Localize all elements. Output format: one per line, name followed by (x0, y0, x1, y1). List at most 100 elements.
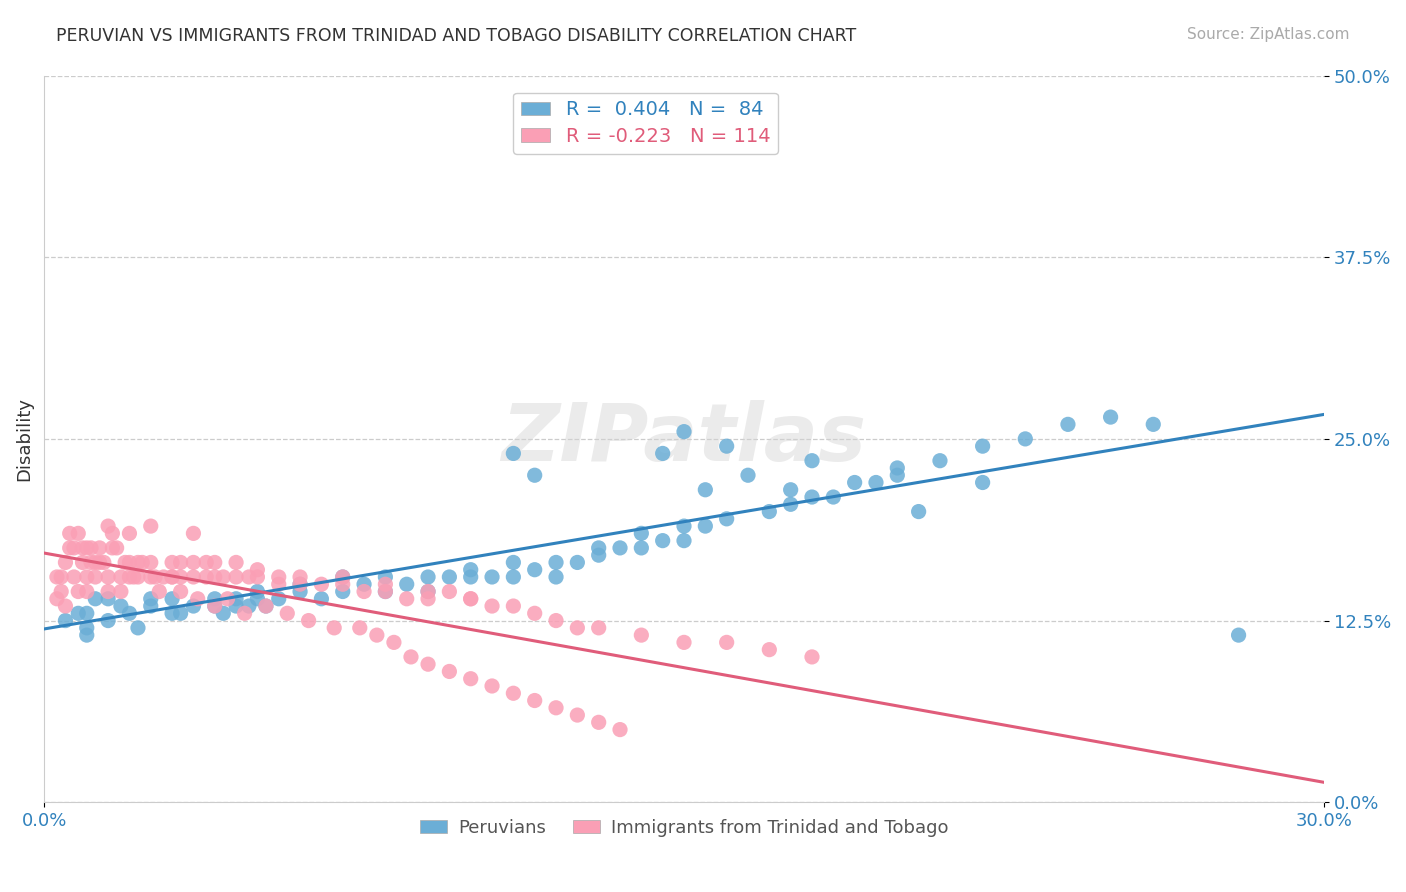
Point (76, 541, 98, 555)
Point (110, 570, 132, 584)
Point (97, 614, 120, 628)
Point (523, 563, 546, 577)
Point (139, 519, 162, 533)
Point (523, 607, 546, 621)
Point (630, 526, 652, 541)
Point (544, 570, 567, 584)
Point (311, 577, 333, 591)
Point (72, 556, 94, 570)
Point (523, 693, 546, 707)
Legend: Peruvians, Immigrants from Trinidad and Tobago: Peruvians, Immigrants from Trinidad and … (412, 812, 955, 844)
Point (45, 591, 67, 606)
Point (246, 570, 269, 584)
Point (502, 599, 524, 613)
Point (695, 483, 717, 497)
Point (225, 599, 247, 613)
Point (588, 541, 610, 555)
Point (127, 570, 149, 584)
Point (779, 483, 801, 497)
Point (169, 556, 191, 570)
Point (311, 591, 333, 606)
Point (481, 599, 503, 613)
Point (204, 599, 226, 613)
Point (695, 519, 717, 533)
Point (801, 490, 824, 504)
Point (148, 584, 170, 599)
Point (51, 584, 73, 599)
Point (225, 570, 247, 584)
Point (183, 526, 205, 541)
Point (672, 519, 695, 533)
Point (169, 570, 191, 584)
Point (97, 584, 120, 599)
Point (323, 621, 346, 635)
Point (395, 591, 418, 606)
Point (1014, 432, 1036, 446)
Point (160, 570, 183, 584)
Point (97, 591, 120, 606)
Point (63, 541, 86, 555)
Point (233, 607, 256, 621)
Point (972, 439, 994, 453)
Point (374, 584, 396, 599)
Point (169, 584, 191, 599)
Point (651, 446, 673, 460)
Point (118, 526, 141, 541)
Point (353, 584, 375, 599)
Point (907, 505, 929, 519)
Point (523, 468, 546, 483)
Point (131, 556, 153, 570)
Point (139, 599, 162, 613)
Point (737, 468, 759, 483)
Point (929, 453, 952, 467)
Point (502, 686, 524, 700)
Point (160, 591, 183, 606)
Point (801, 453, 824, 467)
Point (651, 533, 673, 548)
Point (972, 475, 994, 490)
Point (139, 591, 162, 606)
Point (382, 635, 405, 649)
Point (122, 570, 145, 584)
Point (332, 584, 354, 599)
Point (288, 570, 311, 584)
Point (779, 497, 801, 511)
Point (76, 570, 98, 584)
Point (609, 723, 631, 737)
Point (187, 591, 209, 606)
Point (567, 708, 589, 723)
Point (886, 468, 908, 483)
Point (349, 621, 371, 635)
Point (502, 556, 524, 570)
Point (481, 679, 503, 693)
Point (276, 607, 298, 621)
Point (439, 665, 461, 679)
Point (72, 541, 94, 555)
Point (183, 599, 205, 613)
Point (502, 570, 524, 584)
Point (374, 584, 396, 599)
Point (716, 635, 738, 649)
Point (204, 591, 226, 606)
Point (160, 607, 183, 621)
Point (567, 621, 589, 635)
Point (630, 628, 652, 642)
Point (395, 577, 418, 591)
Point (51, 570, 73, 584)
Point (59, 526, 82, 541)
Point (716, 512, 738, 526)
Point (332, 570, 354, 584)
Point (89, 556, 111, 570)
Point (758, 505, 780, 519)
Point (204, 556, 226, 570)
Point (55, 599, 77, 613)
Point (567, 556, 589, 570)
Point (204, 599, 226, 613)
Point (160, 570, 183, 584)
Point (45, 570, 67, 584)
Point (254, 599, 277, 613)
Point (353, 577, 375, 591)
Point (84, 591, 107, 606)
Point (254, 599, 277, 613)
Point (93, 556, 115, 570)
